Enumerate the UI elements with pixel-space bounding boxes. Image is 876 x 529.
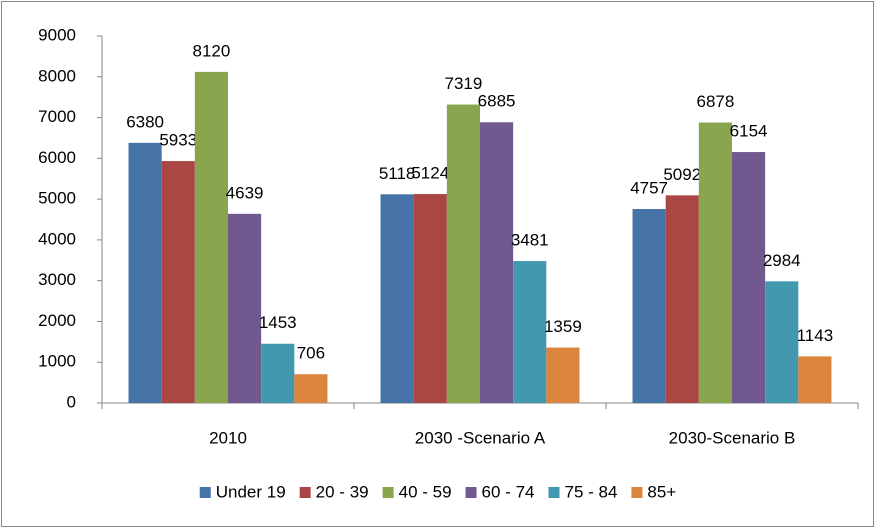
bar [413,194,447,403]
data-label: 2984 [763,251,801,270]
data-label: 4757 [630,179,668,198]
bar [698,122,732,403]
y-tick-label: 4000 [38,229,76,248]
bar [294,374,328,403]
data-label: 7319 [445,74,483,93]
data-label: 4639 [226,183,264,202]
legend-label: 20 - 39 [316,482,369,501]
legend-swatch [548,487,560,498]
data-label: 706 [297,344,325,363]
legend-swatch [382,487,394,498]
bar [161,161,195,403]
data-label: 3481 [511,231,549,250]
bar [128,142,162,404]
x-tick-label: 2030-Scenario B [669,428,796,447]
data-label: 8120 [193,41,231,60]
bar [446,104,480,403]
bar [194,71,228,403]
bar [665,195,699,403]
bar [732,152,766,403]
bar [546,347,580,403]
bar [798,356,832,403]
bar [380,194,414,403]
data-label: 6154 [730,122,768,141]
bar [228,213,262,403]
bar [261,343,295,403]
x-tick-label: 2010 [209,428,247,447]
bar [480,122,514,404]
data-label: 5124 [411,164,449,183]
data-label: 6380 [126,112,164,131]
y-tick-label: 0 [67,392,76,411]
y-tick-label: 9000 [38,25,76,44]
y-tick-label: 1000 [38,352,76,371]
y-tick-label: 2000 [38,311,76,330]
bar [632,209,666,403]
bar [513,261,547,403]
legend-label: Under 19 [216,482,286,501]
legend-label: 75 - 84 [564,482,617,501]
data-label: 5092 [663,165,701,184]
y-tick-label: 5000 [38,189,76,208]
data-label: 5933 [159,131,197,150]
data-label: 1453 [259,313,297,332]
legend-swatch [299,487,311,498]
data-label: 5118 [379,164,416,183]
data-label: 6885 [478,92,516,111]
data-label: 6878 [697,92,735,111]
legend-swatch [465,487,477,498]
legend-swatch [199,487,211,498]
legend-label: 85+ [647,482,676,501]
data-label: 1143 [797,326,834,345]
y-tick-label: 3000 [38,270,76,289]
data-label: 1359 [544,317,582,336]
y-tick-label: 7000 [38,107,76,126]
x-tick-label: 2030 -Scenario A [415,428,546,447]
legend-label: 60 - 74 [482,482,535,501]
legend-swatch [631,487,643,498]
y-tick-label: 6000 [38,148,76,167]
y-tick-label: 8000 [38,66,76,85]
bar [765,281,799,403]
legend-label: 40 - 59 [399,482,452,501]
